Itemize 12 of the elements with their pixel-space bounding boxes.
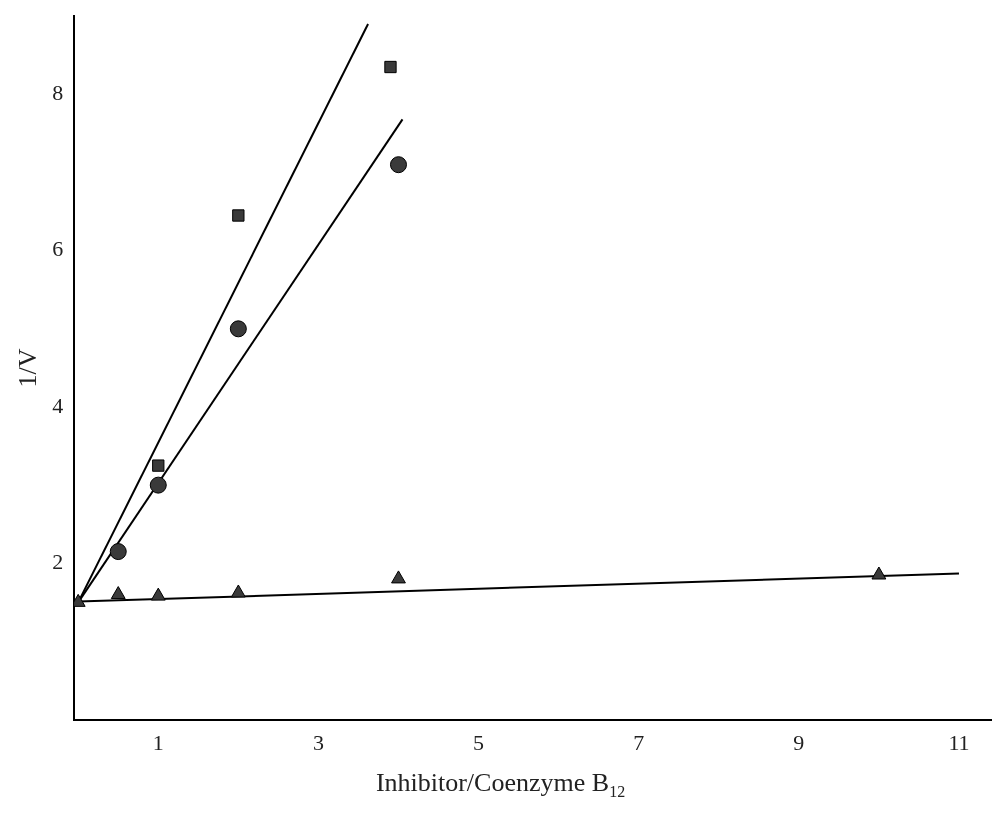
- y-tick-label: 8: [52, 80, 64, 106]
- x-tick-label: 11: [948, 729, 970, 755]
- x-axis-title: Inhibitor/Coenzyme B$_{12}$: [374, 768, 627, 802]
- y-tick-label: 2: [52, 549, 64, 575]
- x-tick-label: 9: [793, 729, 805, 755]
- y-axis-title: 1/V: [13, 348, 43, 388]
- x-tick-label: 3: [312, 729, 324, 755]
- x-tick-label: 7: [633, 729, 645, 755]
- x-tick-label: 1: [152, 729, 164, 755]
- x-tick-label: 5: [473, 729, 485, 755]
- y-tick-label: 4: [52, 392, 64, 418]
- y-tick-label: 6: [52, 236, 64, 262]
